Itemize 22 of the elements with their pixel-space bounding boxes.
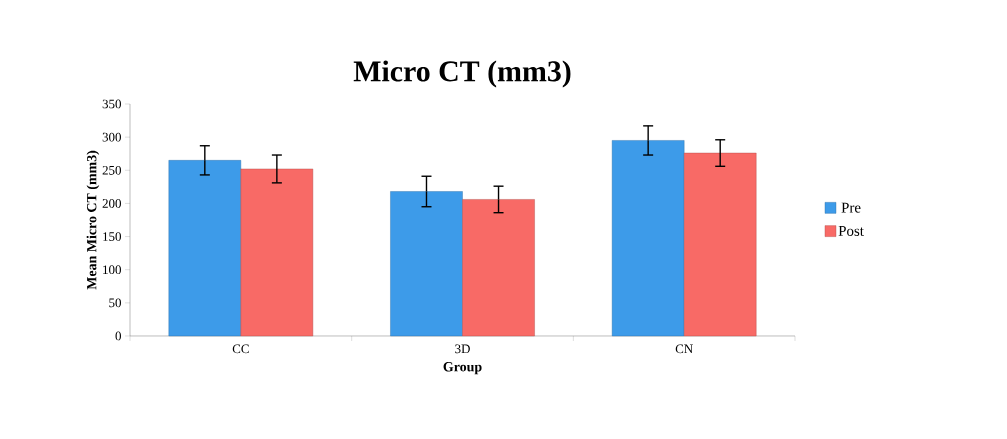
y-tick-label: 100 (103, 265, 121, 275)
y-tick-label: 0 (115, 331, 121, 341)
y-tick-label: 50 (109, 298, 121, 308)
bar (611, 140, 685, 337)
bar (240, 168, 314, 337)
y-tick-label: 300 (102, 132, 121, 142)
legend-label: Pre (841, 202, 861, 213)
bar (390, 191, 463, 337)
y-axis-title: Mean Micro CT (mm3) (86, 150, 100, 290)
x-tick-label: CN (675, 344, 693, 354)
bar (462, 199, 535, 337)
x-tick-label: CC (232, 344, 249, 354)
x-tick-label: 3D (455, 344, 470, 354)
chart-title: Micro CT (mm3) (353, 60, 571, 88)
x-axis-title: Group (443, 362, 482, 375)
y-tick-label: 200 (102, 199, 121, 208)
y-tick-label: 350 (102, 99, 121, 109)
y-tick-label: 250 (102, 165, 121, 175)
bar (168, 160, 242, 337)
bar (683, 152, 757, 337)
y-tick-label: 150 (103, 232, 121, 241)
legend-label: Post (838, 225, 864, 236)
